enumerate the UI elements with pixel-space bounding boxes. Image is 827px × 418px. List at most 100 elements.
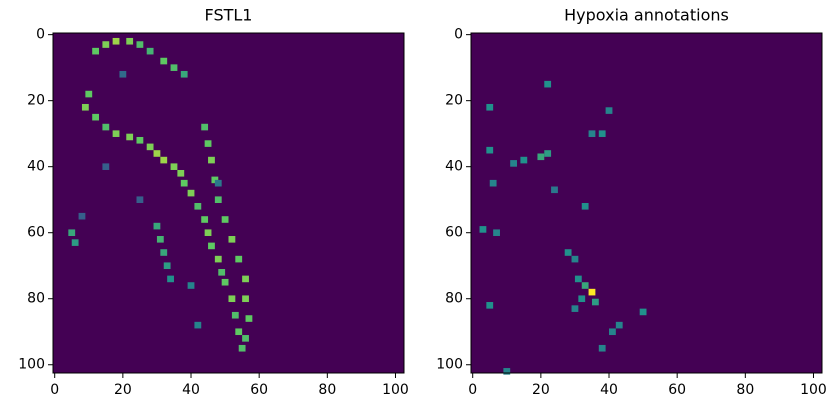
- y-tick-label: 80: [445, 291, 463, 307]
- heatmap-cell: [119, 70, 127, 78]
- x-tick-label: 80: [736, 382, 754, 398]
- x-tick-label: 80: [318, 382, 336, 398]
- x-tick-label: 40: [600, 382, 618, 398]
- heatmap-cell: [588, 288, 596, 296]
- heatmap-cell: [102, 123, 110, 131]
- heatmap-cell: [598, 130, 606, 137]
- heatmap-cell: [221, 278, 229, 286]
- heatmap-cell: [605, 107, 613, 114]
- heatmap-cell: [204, 229, 212, 237]
- heatmap-cell: [520, 156, 528, 164]
- heatmap-cell: [81, 103, 89, 111]
- heatmap-cell: [591, 298, 599, 306]
- heatmap-cell: [609, 328, 616, 336]
- heatmap-cell: [479, 226, 487, 233]
- heatmap-cell: [163, 262, 171, 270]
- y-tick-label: 0: [36, 27, 45, 43]
- heatmap-cell: [564, 249, 572, 256]
- heatmap-cell: [214, 255, 222, 263]
- heatmap-cell: [245, 315, 253, 322]
- y-tick-label: 0: [454, 27, 463, 43]
- heatmap-cell: [180, 179, 188, 187]
- y-tick-label: 60: [27, 225, 45, 241]
- y-tick-label: 80: [27, 291, 45, 307]
- heatmap-cell: [214, 196, 222, 203]
- heatmap-cell: [112, 37, 120, 45]
- heatmap-cell: [170, 64, 178, 71]
- heatmap-cell: [146, 47, 154, 55]
- heatmap-cell: [208, 156, 215, 164]
- heatmap-cell: [204, 140, 212, 147]
- heatmap-cell: [228, 236, 236, 243]
- heatmap-cell: [615, 321, 623, 329]
- heatmap-cell: [112, 130, 120, 137]
- x-tick-label: 0: [50, 382, 59, 398]
- plot-frame: [52, 32, 405, 374]
- heatmap-cell: [187, 282, 195, 289]
- x-tick-label: 20: [114, 382, 132, 398]
- heatmap-cell: [493, 229, 500, 237]
- heatmap-cell: [218, 269, 226, 276]
- heatmap-cell: [214, 179, 222, 187]
- heatmap-cell: [231, 311, 239, 319]
- y-tick-label: 20: [445, 93, 463, 109]
- heatmap-cell: [187, 189, 195, 197]
- heatmap-cell: [180, 70, 188, 78]
- heatmap-cell: [544, 150, 552, 157]
- heatmap-cell: [201, 216, 209, 223]
- heatmap-cell: [156, 236, 164, 243]
- heatmap-cell: [194, 321, 202, 329]
- heatmap-cell: [136, 41, 144, 48]
- heatmap-cell: [486, 302, 494, 309]
- heatmap-cell: [126, 133, 134, 141]
- x-tick-label: 40: [182, 382, 200, 398]
- heatmap-cell: [160, 156, 168, 164]
- heatmap-cell: [194, 203, 202, 210]
- y-tick-label: 100: [18, 357, 45, 373]
- heatmap-cell: [102, 41, 110, 48]
- heatmap-cell: [242, 335, 249, 342]
- x-tick-label: 100: [382, 382, 409, 398]
- heatmap-cell: [578, 295, 586, 303]
- heatmap-cell: [71, 239, 79, 246]
- heatmap-cell: [571, 305, 579, 312]
- x-tick-label: 60: [668, 382, 686, 398]
- x-tick-label: 0: [468, 382, 477, 398]
- heatmap-cell: [544, 80, 552, 88]
- heatmap-cell: [588, 130, 596, 137]
- heatmap-cell: [136, 136, 144, 144]
- heatmap-cell: [92, 47, 100, 55]
- heatmap-cell: [78, 212, 86, 220]
- heatmap-cell: [146, 143, 154, 151]
- heatmap-cell: [242, 275, 249, 283]
- heatmap-cell: [92, 113, 100, 121]
- chart-title: FSTL1: [205, 6, 253, 25]
- heatmap-cell: [201, 123, 209, 131]
- heatmap-cell: [510, 160, 518, 167]
- heatmap-cell: [581, 203, 589, 210]
- heatmap-cell: [238, 344, 246, 352]
- y-tick-label: 60: [445, 225, 463, 241]
- heatmap-cell: [85, 90, 93, 98]
- heatmap-cell: [170, 163, 178, 170]
- heatmap-cell: [235, 328, 243, 336]
- heatmap-cell: [486, 146, 494, 154]
- y-tick-label: 100: [436, 357, 463, 373]
- x-tick-label: 20: [532, 382, 550, 398]
- heatmap-cell: [102, 163, 110, 170]
- heatmap-cell: [208, 242, 215, 250]
- y-tick-label: 40: [27, 159, 45, 175]
- heatmap-cell: [598, 344, 606, 352]
- heatmap-cell: [153, 222, 161, 230]
- heatmap-cell: [639, 308, 647, 316]
- heatmap-cell: [126, 37, 134, 45]
- heatmap-cell: [177, 169, 185, 177]
- x-tick-label: 100: [800, 382, 827, 398]
- heatmap-cell: [242, 295, 249, 303]
- heatmap-cell: [160, 57, 168, 65]
- heatmap-cell: [221, 216, 229, 223]
- heatmap-cell: [489, 179, 497, 187]
- heatmap-cell: [136, 196, 144, 203]
- heatmap-cell: [503, 368, 511, 375]
